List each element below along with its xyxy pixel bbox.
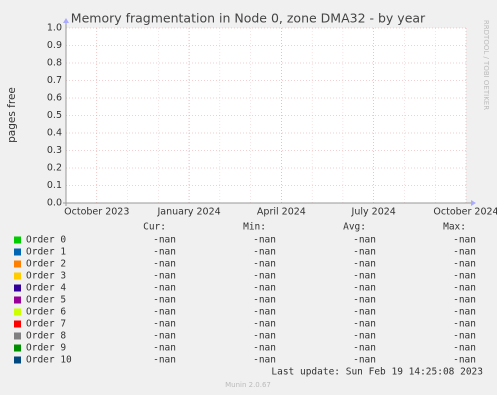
stat-value: -nan [253, 343, 276, 354]
x-tick-label: October 2023 [64, 207, 129, 218]
side-label: RRDTOOL / TOBI OETIKER [482, 20, 490, 110]
x-tick-label: July 2024 [351, 207, 396, 218]
legend-swatch [14, 272, 21, 280]
legend-swatch [14, 308, 21, 316]
stat-value: -nan [253, 235, 276, 246]
stat-header: Min: [243, 222, 266, 233]
stat-value: -nan [153, 235, 176, 246]
chart-title: Memory fragmentation in Node 0, zone DMA… [71, 11, 426, 26]
stat-value: -nan [253, 319, 276, 330]
stat-value: -nan [253, 283, 276, 294]
stat-header: Max: [443, 222, 466, 233]
stat-value: -nan [453, 283, 476, 294]
legend-swatch [14, 260, 21, 268]
stat-value: -nan [353, 283, 376, 294]
stat-value: -nan [153, 247, 176, 258]
y-tick-label: 0.4 [47, 128, 62, 139]
stat-value: -nan [153, 307, 176, 318]
stat-value: -nan [353, 343, 376, 354]
y-axis-label: pages free [6, 87, 18, 143]
last-update: Last update: Sun Feb 19 14:25:08 2023 [271, 367, 483, 378]
legend-label: Order 10 [26, 355, 72, 366]
x-tick-label: October 2024 [433, 207, 497, 218]
y-tick-label: 0.7 [47, 75, 62, 86]
stat-value: -nan [153, 271, 176, 282]
stat-value: -nan [253, 259, 276, 270]
stat-value: -nan [253, 271, 276, 282]
y-axis-arrow [63, 18, 69, 23]
stat-value: -nan [153, 283, 176, 294]
legend-label: Order 7 [26, 319, 66, 330]
stat-value: -nan [453, 259, 476, 270]
y-tick-label: 0.0 [47, 198, 62, 209]
y-tick-label: 1.0 [47, 23, 62, 34]
legend-label: Order 4 [26, 283, 66, 294]
stat-value: -nan [453, 235, 476, 246]
legend-swatch [14, 248, 21, 256]
legend-label: Order 0 [26, 235, 66, 246]
stat-value: -nan [453, 271, 476, 282]
stat-value: -nan [253, 331, 276, 342]
y-tick-label: 0.6 [47, 93, 62, 104]
stat-value: -nan [453, 319, 476, 330]
footer: Munin 2.0.67 [225, 381, 271, 389]
stat-value: -nan [453, 307, 476, 318]
legend-label: Order 6 [26, 307, 66, 318]
stat-value: -nan [353, 295, 376, 306]
legend-label: Order 3 [26, 271, 66, 282]
y-tick-label: 0.1 [47, 180, 62, 191]
stat-value: -nan [353, 355, 376, 366]
stat-value: -nan [353, 247, 376, 258]
legend-swatch [14, 296, 21, 304]
x-tick-label: January 2024 [156, 207, 220, 218]
y-tick-label: 0.2 [47, 163, 62, 174]
legend-swatch [14, 236, 21, 244]
y-tick-label: 0.3 [47, 145, 62, 156]
legend-label: Order 1 [26, 247, 66, 258]
x-tick-label: April 2024 [257, 207, 306, 218]
legend-swatch [14, 344, 21, 352]
stat-header: Cur: [143, 222, 166, 233]
legend-label: Order 2 [26, 259, 66, 270]
legend-swatch [14, 332, 21, 340]
stat-value: -nan [353, 331, 376, 342]
stat-value: -nan [353, 319, 376, 330]
stat-value: -nan [353, 259, 376, 270]
stat-value: -nan [353, 271, 376, 282]
y-tick-label: 0.8 [47, 58, 62, 69]
legend-swatch [14, 356, 21, 364]
legend-label: Order 5 [26, 295, 66, 306]
stat-value: -nan [353, 307, 376, 318]
legend-label: Order 8 [26, 331, 66, 342]
stat-value: -nan [453, 331, 476, 342]
legend-label: Order 9 [26, 343, 66, 354]
stat-value: -nan [253, 307, 276, 318]
stat-value: -nan [353, 235, 376, 246]
y-tick-label: 0.5 [47, 110, 62, 121]
stat-value: -nan [153, 343, 176, 354]
stat-value: -nan [153, 355, 176, 366]
x-axis-arrow [471, 200, 476, 206]
stat-header: Avg: [343, 222, 366, 233]
stat-value: -nan [253, 355, 276, 366]
stat-value: -nan [153, 331, 176, 342]
stat-value: -nan [453, 343, 476, 354]
legend-swatch [14, 284, 21, 292]
stat-value: -nan [453, 295, 476, 306]
stat-value: -nan [153, 295, 176, 306]
stat-value: -nan [453, 247, 476, 258]
stat-value: -nan [253, 247, 276, 258]
stat-value: -nan [153, 319, 176, 330]
stat-value: -nan [153, 259, 176, 270]
stat-value: -nan [453, 355, 476, 366]
y-tick-label: 0.9 [47, 40, 62, 51]
legend-swatch [14, 320, 21, 328]
stat-value: -nan [253, 295, 276, 306]
